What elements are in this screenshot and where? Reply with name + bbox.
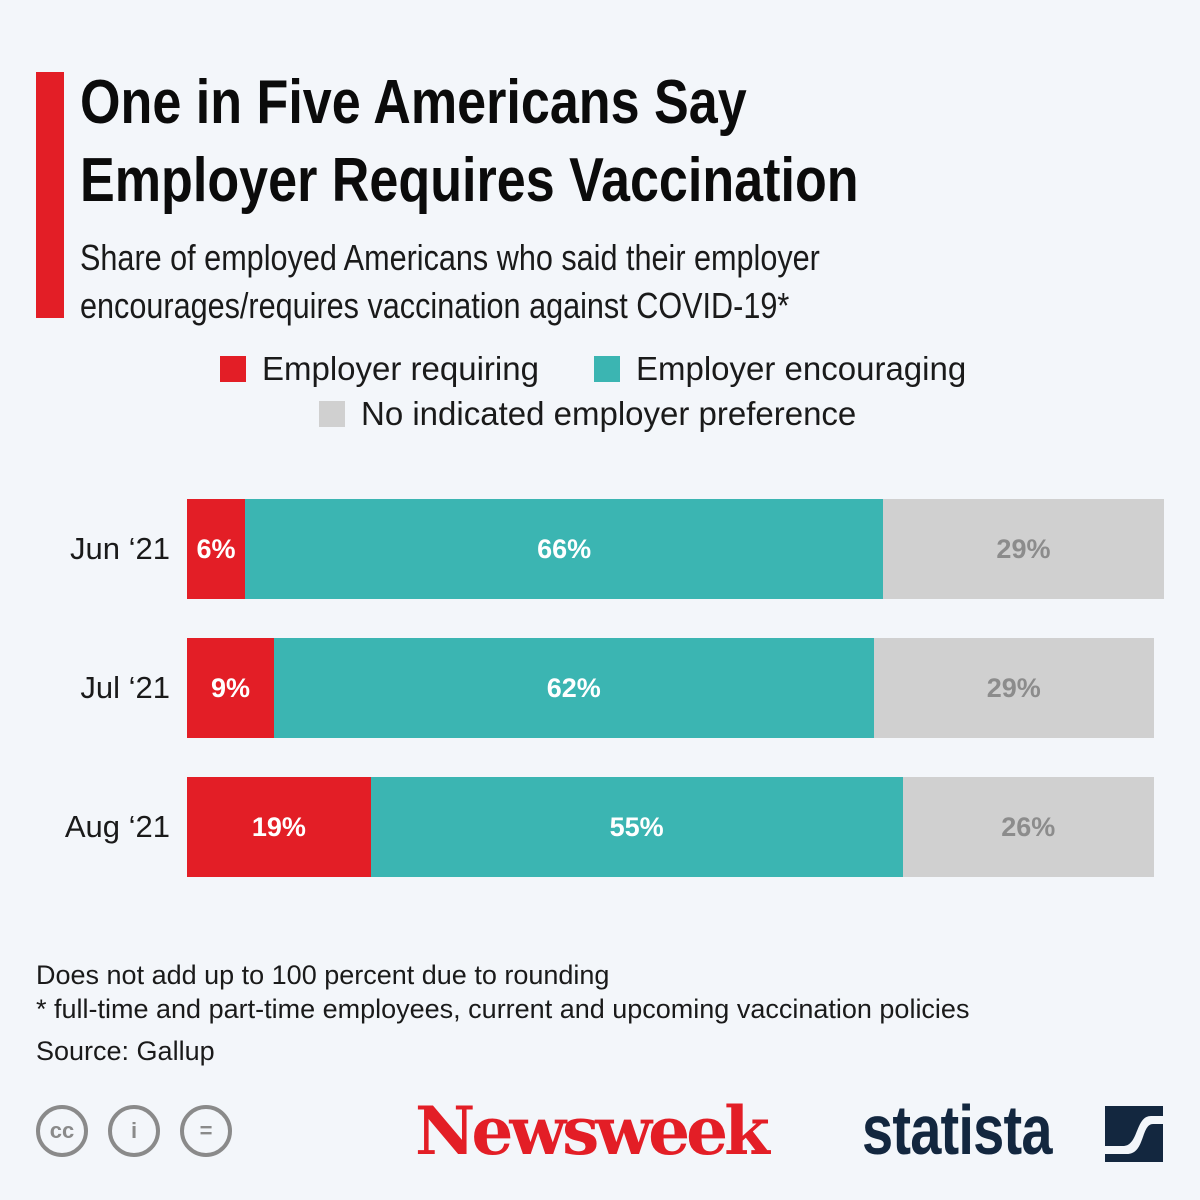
legend-swatch (319, 401, 345, 427)
category-label: Jun ‘21 (70, 531, 170, 566)
cc-text: cc (49, 1118, 75, 1143)
category-label: Jul ‘21 (80, 670, 170, 705)
data-label: 29% (986, 672, 1041, 703)
title-line-1: One in Five Americans Say (80, 68, 747, 137)
data-label: 6% (196, 533, 236, 564)
attribution-text: i (130, 1118, 138, 1143)
category-label: Aug ‘21 (64, 809, 170, 844)
cc-icon: cc (36, 1105, 88, 1157)
legend-label: Employer requiring (262, 350, 539, 387)
legend-label: No indicated employer preference (361, 395, 857, 432)
data-label: 62% (546, 672, 601, 703)
subtitle-line-1: Share of employed Americans who said the… (80, 237, 820, 278)
data-label: 29% (996, 533, 1051, 564)
footnote: * full-time and part-time employees, cur… (36, 994, 970, 1024)
data-label: 55% (609, 811, 664, 842)
bar-segment: 62% (274, 638, 874, 738)
data-label: 9% (210, 672, 251, 703)
bar-segment: 29% (873, 638, 1154, 738)
statista-logo: statista (862, 1091, 1052, 1169)
data-label: 66% (537, 533, 592, 564)
bar-segment: 55% (370, 777, 903, 877)
legend-swatch (220, 356, 246, 382)
legend-swatch (594, 356, 620, 382)
bar-segment: 29% (883, 499, 1164, 599)
source: Source: Gallup (36, 1036, 215, 1066)
bar-segment: 26% (902, 777, 1154, 877)
no-derivatives-text: = (199, 1118, 213, 1143)
rounding-note: Does not add up to 100 percent due to ro… (36, 960, 610, 990)
legend-label: Employer encouraging (636, 350, 967, 387)
bar-segment: 6% (187, 499, 246, 599)
bar-segment: 19% (187, 777, 371, 877)
newsweek-logo: Newsweek (415, 1092, 770, 1170)
bar-segment: 66% (245, 499, 884, 599)
chart-subtitle: Share of employed Americans who said the… (80, 234, 820, 330)
chart-title: One in Five Americans Say Employer Requi… (80, 64, 859, 220)
attribution-icon: i (108, 1105, 160, 1157)
data-label: 26% (1001, 811, 1056, 842)
statista-logo-icon (1105, 1106, 1163, 1162)
title-line-2: Employer Requires Vaccination (80, 146, 859, 215)
legend-item-requiring: Employer requiring (220, 350, 539, 388)
legend-item-encouraging: Employer encouraging (594, 350, 966, 388)
subtitle-line-2: encourages/requires vaccination against … (80, 285, 790, 326)
title-accent-bar (36, 72, 64, 318)
data-label: 19% (251, 811, 306, 842)
legend-item-no-preference: No indicated employer preference (319, 395, 856, 433)
bar-segment: 9% (187, 638, 275, 738)
no-derivatives-icon: = (180, 1105, 232, 1157)
